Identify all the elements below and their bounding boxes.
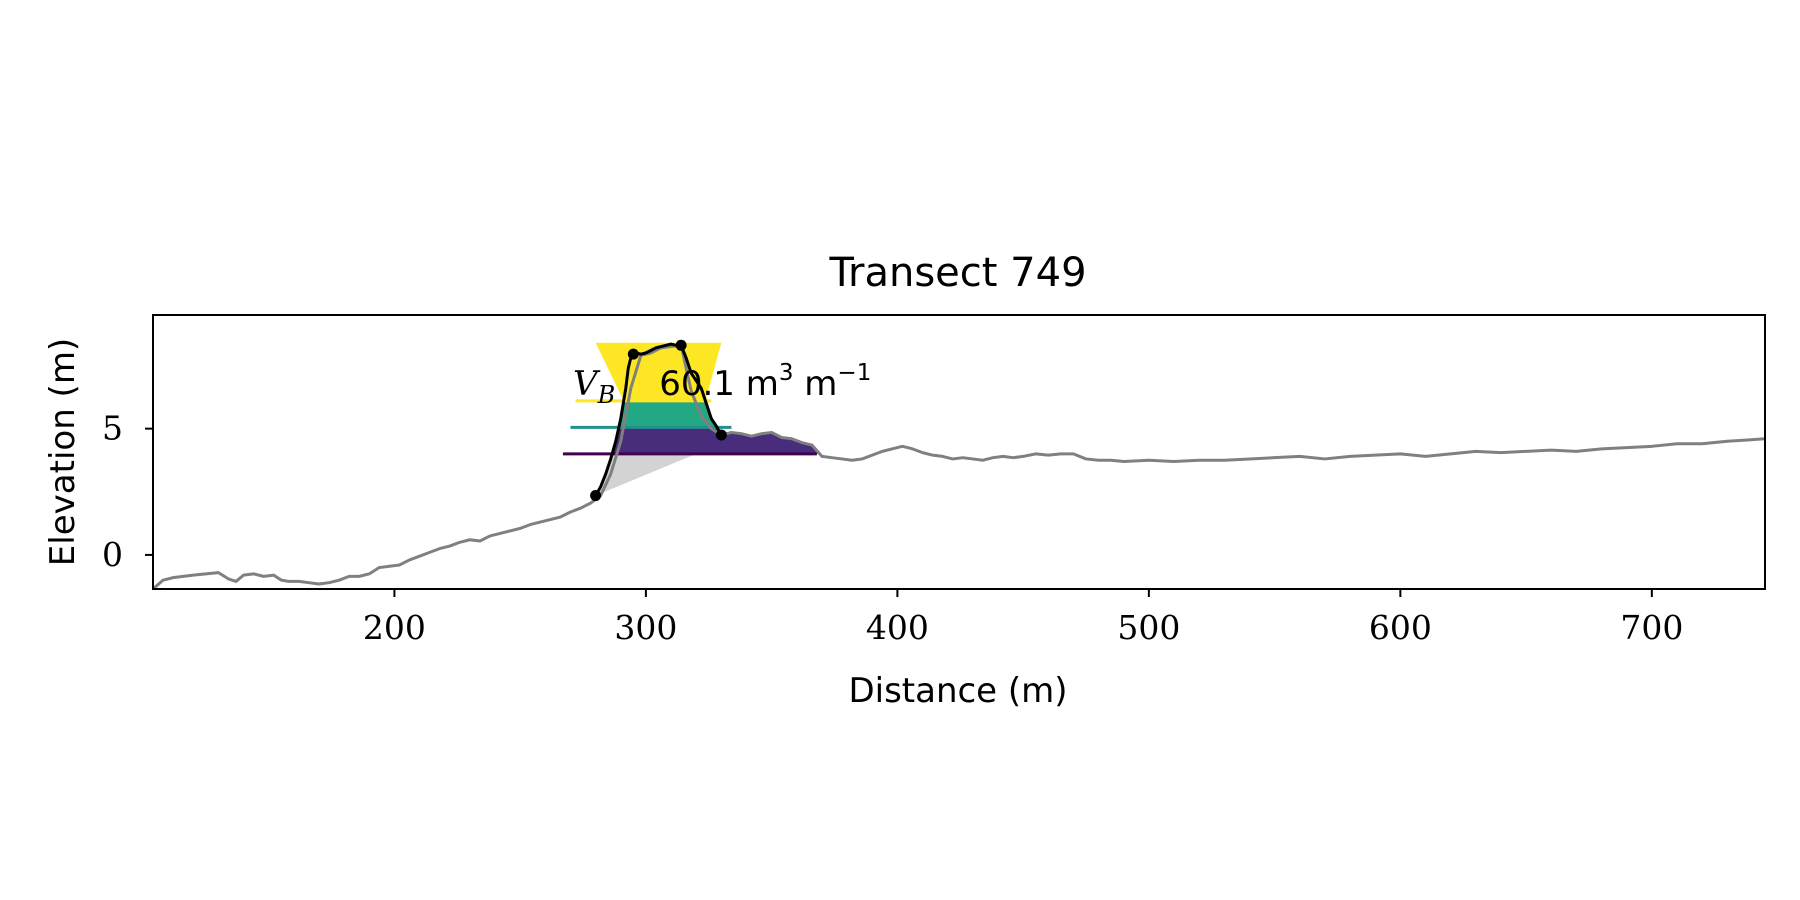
x-axis-label: Distance (m): [848, 671, 1067, 711]
volume-unit-exponent: 3: [779, 360, 794, 386]
x-tick-label: 400: [866, 608, 929, 647]
volume-subscript: B: [597, 381, 616, 409]
volume-symbol: V: [573, 364, 601, 404]
y-tick-label: 5: [102, 409, 123, 448]
chart-title: Transect 749: [828, 250, 1086, 296]
dune-marker-2: [675, 339, 687, 351]
plot-area: [153, 339, 1765, 589]
y-tick-label: 0: [102, 535, 123, 574]
dune-marker-3: [715, 429, 727, 441]
y-axis: 05: [102, 409, 153, 574]
x-tick-label: 300: [614, 608, 677, 647]
x-tick-label: 500: [1117, 608, 1180, 647]
volume-unit-tail: m: [793, 364, 837, 404]
x-tick-label: 700: [1620, 608, 1683, 647]
volume-value: 60.1 m: [659, 364, 779, 404]
volume-unit-tail-exponent: −1: [837, 360, 871, 386]
volume-band-middle: [618, 400, 718, 428]
axes-frame: [152, 314, 1766, 590]
dune-marker-1: [627, 348, 639, 360]
dune-series: [594, 342, 723, 497]
x-tick-label: 600: [1369, 608, 1432, 647]
volume-annotation: VB 60.1 m3 m−1: [573, 360, 871, 409]
y-axis-label: Elevation (m): [43, 338, 83, 566]
profile-series: [153, 343, 1765, 589]
below-toe-fill: [595, 453, 697, 496]
x-axis: 200 300 400 500 600 700: [363, 589, 1683, 647]
dune-marker-0: [590, 490, 602, 502]
x-tick-label: 200: [363, 608, 426, 647]
